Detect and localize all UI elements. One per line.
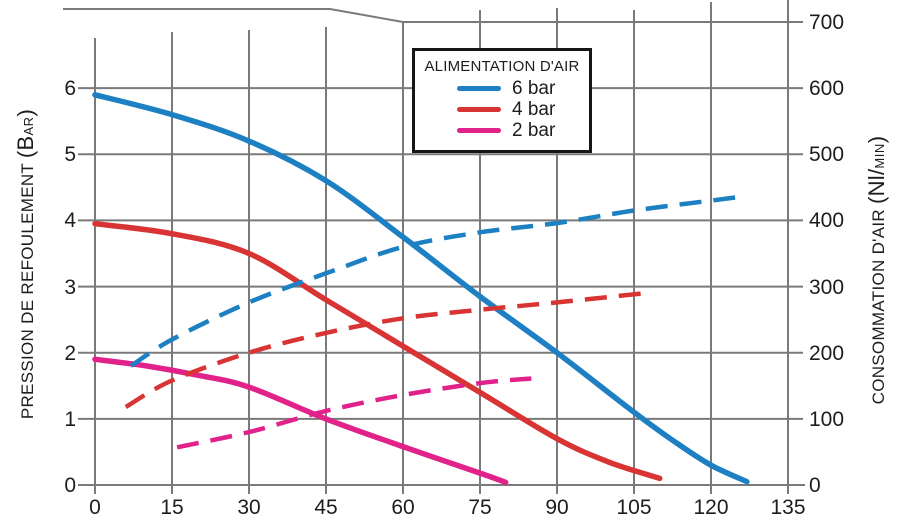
x-axis-tick-label-120: 120 — [693, 496, 729, 519]
x-axis-tick-label-0: 0 — [89, 496, 101, 519]
left-axis-tick-label-5: 5 — [64, 143, 76, 167]
x-axis-tick-label-135: 135 — [770, 496, 806, 519]
left-axis-tick-label-4: 4 — [64, 209, 76, 233]
legend-label-6bar: 6 bar — [512, 77, 556, 99]
right-axis-unit-open: (Nl/ — [864, 168, 889, 205]
legend-line-swatch-4bar — [457, 107, 501, 112]
x-axis-tick-label-15: 15 — [160, 496, 184, 519]
left-axis-unit-close: ) — [13, 108, 38, 117]
x-axis-tick-label-105: 105 — [616, 496, 652, 519]
x-axis-tick-label-45: 45 — [314, 496, 338, 519]
right-axis-tick-label-600: 600 — [809, 77, 845, 101]
x-axis-tick-label-75: 75 — [468, 496, 492, 519]
left-axis-tick-label-6: 6 — [64, 77, 76, 101]
left-axis-unit-small: AR — [21, 116, 36, 136]
right-axis-tick-label-400: 400 — [809, 209, 845, 233]
curve-pression-4-bar — [92, 220, 663, 482]
right-axis-title: CONSOMMATION D'AIR (Nl/MIN) — [864, 136, 890, 405]
left-axis-title-text: PRESSION DE REFOULEMENT — [18, 158, 37, 420]
x-axis-tick-label-60: 60 — [391, 496, 415, 519]
right-axis-title-text: CONSOMMATION D'AIR — [869, 204, 888, 405]
right-axis-unit-small: MIN — [872, 143, 887, 169]
curve-air-4-bar — [124, 290, 645, 409]
right-axis-tick-label-700: 700 — [809, 11, 845, 34]
left-axis-tick-label-2: 2 — [64, 341, 76, 365]
legend-line-swatch-2bar — [457, 128, 501, 133]
right-axis-tick-label-200: 200 — [809, 341, 845, 365]
legend-item-4bar: 4 bar — [415, 99, 589, 120]
curve-pression-6-bar — [92, 92, 750, 485]
gridline-horizontal-700 — [63, 8, 803, 23]
legend-label-4bar: 4 bar — [512, 98, 556, 120]
right-axis-tick-label-300: 300 — [809, 275, 845, 299]
right-axis-tick-label-0: 0 — [809, 474, 821, 497]
curve-pression-2-bar — [92, 356, 509, 486]
right-axis-tick-label-500: 500 — [809, 143, 845, 167]
legend-title: ALIMENTATION D'AIR — [424, 58, 580, 75]
legend-label-2bar: 2 bar — [512, 119, 556, 141]
left-axis-title: PRESSION DE REFOULEMENT (BAR) — [13, 109, 39, 419]
curve-air-6-bar — [129, 193, 748, 368]
x-axis-tick-label-90: 90 — [545, 496, 569, 519]
left-axis-tick-label-3: 3 — [64, 275, 76, 299]
right-axis-tick-label-100: 100 — [809, 407, 845, 431]
legend-line-swatch-6bar — [457, 86, 501, 91]
legend: ALIMENTATION D'AIR 6 bar 4 bar 2 bar — [412, 48, 592, 153]
legend-item-2bar: 2 bar — [415, 120, 589, 141]
x-axis-tick-label-30: 30 — [237, 496, 261, 519]
legend-item-6bar: 6 bar — [415, 78, 589, 99]
curve-air-2-bar — [176, 376, 532, 450]
right-axis-unit-close: ) — [864, 135, 889, 144]
left-axis-tick-label-1: 1 — [64, 407, 76, 431]
left-axis-unit-open: (B — [13, 135, 38, 159]
left-axis-tick-label-0: 0 — [64, 474, 76, 497]
